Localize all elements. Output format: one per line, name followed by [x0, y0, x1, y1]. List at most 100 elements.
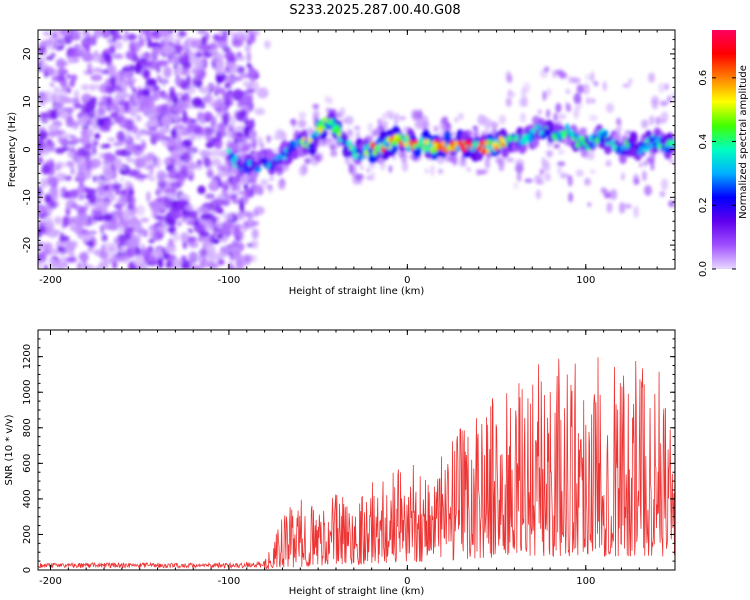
spectrogram-cell: [573, 107, 580, 120]
spectrogram-cell: [113, 141, 122, 147]
spectrogram-cell: [605, 103, 615, 113]
spectrogram-cell: [146, 119, 158, 127]
spectrogram-cell: [42, 242, 53, 253]
spectrogram-cell: [118, 195, 127, 207]
spectrogram-cell: [278, 178, 286, 190]
spectrogram-cell: [585, 97, 592, 105]
spectrogram-cell: [197, 185, 206, 195]
colorbar-ticks: 0.0 0.2 0.4 0.6: [698, 70, 736, 277]
spectrogram-cell: [209, 252, 222, 262]
spectrogram-cell: [322, 116, 328, 123]
spectrogram-cell: [230, 184, 237, 192]
spectrogram-cell: [171, 52, 179, 65]
spectrogram-cell: [80, 129, 89, 137]
spectrogram-cell: [102, 213, 114, 222]
spectrogram-cell: [121, 91, 129, 99]
spectrogram-cell: [355, 173, 365, 181]
spectrogram-cell: [190, 118, 198, 124]
x-tick-label: 100: [576, 275, 595, 286]
spectrogram-cell: [346, 140, 352, 147]
spectrogram-cell: [643, 160, 647, 167]
spectrogram-cell: [173, 231, 179, 242]
spectrogram-cell: [635, 179, 639, 184]
spectrogram-cell: [236, 66, 246, 74]
spectrogram-cell: [138, 33, 143, 41]
spectrogram-cell: [419, 137, 424, 144]
spectrogram-cell: [92, 209, 103, 217]
spectrogram-cell: [535, 189, 542, 200]
spectrogram-cell: [213, 200, 223, 205]
spectrogram-cell: [39, 251, 48, 263]
spectrogram-cell: [269, 164, 275, 171]
spectrogram-cell: [181, 139, 193, 148]
spectrogram-cell: [44, 216, 53, 227]
spectrogram-cell: [557, 166, 562, 175]
spectrogram-cell: [246, 51, 252, 63]
spectrogram-cell: [127, 169, 139, 177]
spectrogram-cell: [450, 131, 456, 137]
spectrogram-cell: [53, 103, 63, 109]
spectrogram-x-label: Height of straight line (km): [289, 286, 425, 297]
spectrogram-cell: [71, 203, 78, 209]
y-tick-label: -20: [22, 237, 33, 253]
spectrogram-cell: [363, 149, 369, 156]
spectrogram-cell: [136, 58, 146, 64]
spectrogram-cell: [180, 232, 189, 243]
spectrogram-cell: [542, 90, 547, 101]
spectrogram-cell: [105, 163, 112, 170]
spectrogram-cell: [129, 183, 134, 189]
spectrogram-cell: [176, 170, 188, 181]
spectrogram-cell: [418, 117, 426, 130]
spectrogram-cell: [388, 165, 393, 173]
spectrogram-cell: [483, 140, 489, 146]
spectrogram-cell: [222, 179, 231, 188]
spectrogram-cell: [356, 131, 360, 141]
spectrogram-cell: [251, 228, 259, 240]
spectrogram-cell: [498, 114, 507, 125]
spectrogram-cell: [250, 239, 259, 249]
spectrogram-cell: [73, 223, 81, 234]
spectrogram-cell: [187, 228, 194, 234]
spectrogram-cell: [108, 35, 113, 48]
spectrogram-cell: [58, 246, 62, 252]
spectrogram-cell: [543, 66, 550, 73]
spectrogram-cell: [370, 130, 379, 137]
colorbar-tick-label: 0.4: [698, 134, 709, 150]
spectrogram-cell: [209, 149, 221, 158]
spectrogram-cell: [654, 137, 660, 144]
spectrogram-cell: [86, 106, 96, 119]
spectrogram-cell: [547, 134, 553, 140]
spectrogram-cell: [314, 152, 324, 163]
spectrogram-cell: [286, 147, 292, 154]
spectrogram-cell: [69, 135, 77, 140]
spectrogram-cell: [312, 134, 317, 141]
spectrogram-cell: [196, 207, 202, 215]
spectrogram-cell: [59, 60, 65, 71]
spectrogram-cell: [88, 192, 97, 205]
spectrogram-cell: [236, 257, 244, 269]
spectrogram-cell: [120, 82, 129, 90]
spectrogram-cell: [247, 189, 253, 197]
spectrogram-cell: [534, 174, 543, 184]
spectrogram-cell: [77, 261, 82, 269]
spectrogram-cell: [132, 87, 137, 94]
spectrogram-cell: [126, 248, 133, 258]
spectrogram-cell: [245, 88, 256, 94]
spectrogram-cell: [519, 112, 527, 123]
spectrogram-cell: [135, 90, 142, 99]
spectrogram-cell: [197, 255, 204, 263]
spectrogram-cell: [218, 123, 227, 134]
spectrogram-cell: [572, 77, 581, 84]
spectrogram-cell: [183, 40, 189, 51]
spectrogram-cell: [161, 76, 167, 88]
spectrogram-cell: [582, 83, 590, 95]
spectrogram-cell: [232, 88, 244, 101]
spectrogram-cell: [565, 103, 572, 113]
spectrogram-cell: [528, 137, 534, 144]
spectrogram-cell: [65, 256, 77, 263]
spectrogram-cell: [38, 196, 43, 204]
y-tick-label: 200: [22, 525, 33, 544]
spectrogram-cell: [165, 188, 177, 195]
spectrogram-cell: [49, 82, 55, 88]
spectrogram-cell: [593, 81, 599, 87]
